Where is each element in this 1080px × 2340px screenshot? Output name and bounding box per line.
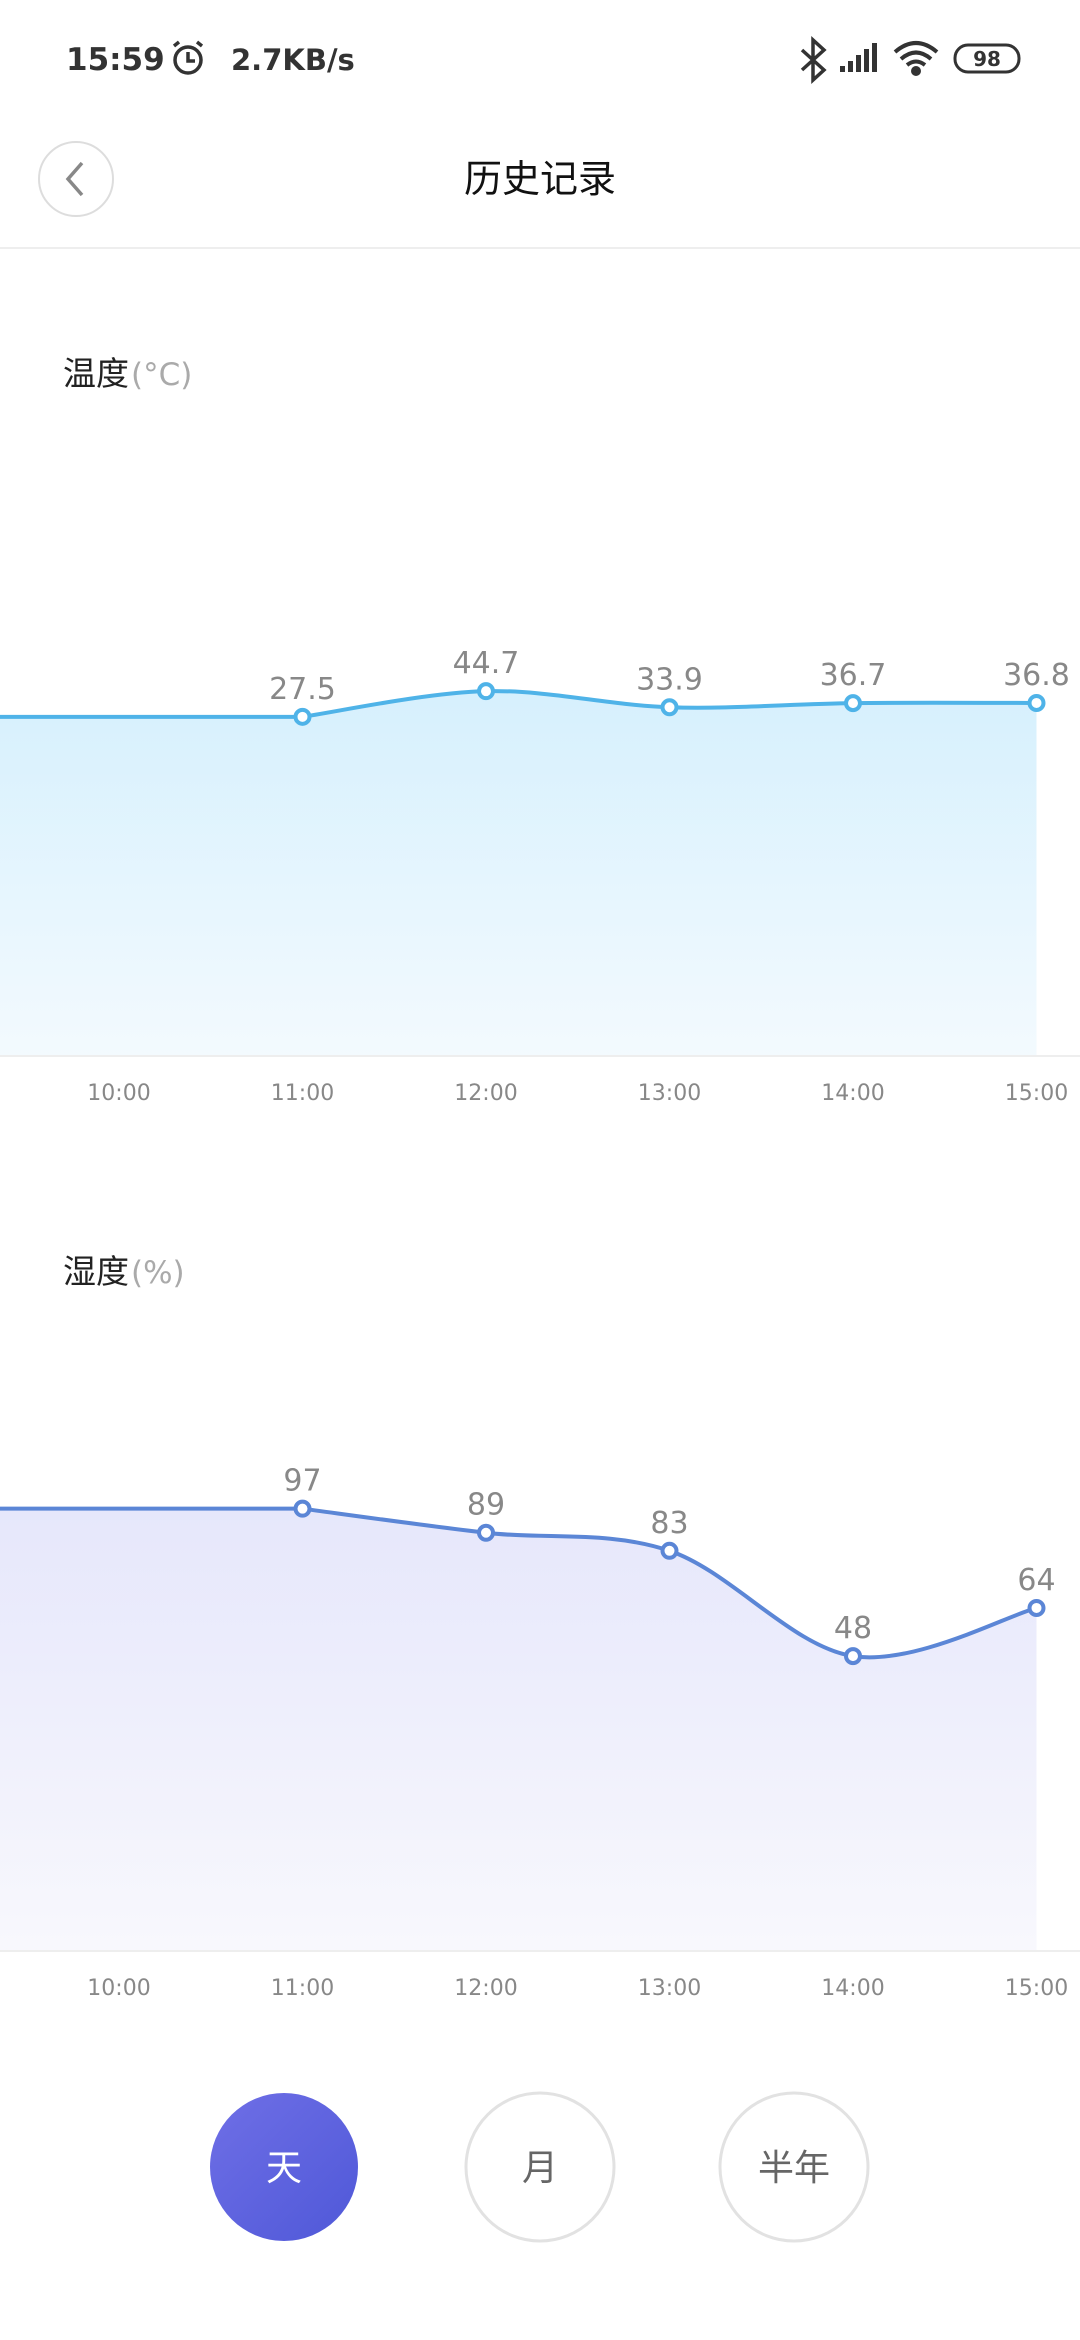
x-tick-label: 15:00 xyxy=(1005,1976,1068,2001)
point xyxy=(477,682,495,701)
charts: 温度 (°C) 27.5 44.7 33.9 36.7 36.8 10:00 11:00 12:0… xyxy=(0,354,1080,2001)
chart-unit: (°C) xyxy=(131,357,192,393)
x-tick-label: 13:00 xyxy=(638,1081,701,1106)
status-time: 15:59 xyxy=(66,42,165,78)
x-tick-label: 14:00 xyxy=(821,1081,884,1106)
range-buttons: 天 月 半年 xyxy=(210,2091,870,2243)
value-label: 83 xyxy=(650,1506,688,1541)
button-label: 天 xyxy=(266,2148,302,2189)
wifi-icon xyxy=(893,41,939,76)
value-label: 89 xyxy=(467,1488,505,1523)
point xyxy=(660,1541,679,1560)
chart-unit: (%) xyxy=(131,1255,185,1291)
area xyxy=(0,1508,1037,1951)
status-speed: 2.7KB/s xyxy=(231,43,355,77)
point xyxy=(1027,693,1046,712)
x-tick-label: 14:00 xyxy=(821,1976,884,2001)
range-button[interactable]: 月 xyxy=(464,2091,616,2243)
point xyxy=(660,698,679,717)
chart-title: 湿度 xyxy=(63,1252,129,1291)
point xyxy=(293,1499,312,1518)
value-label: 36.8 xyxy=(1003,658,1070,693)
value-label: 36.7 xyxy=(820,658,887,693)
point xyxy=(477,1523,495,1542)
chart: 温度 (°C) 27.5 44.7 33.9 36.7 36.8 10:00 11:00 12:0… xyxy=(0,354,1080,1106)
battery-level: 98 xyxy=(973,47,1001,71)
value-label: 44.7 xyxy=(453,646,520,681)
value-label: 33.9 xyxy=(636,662,703,697)
x-tick-label: 11:00 xyxy=(271,1976,334,2001)
value-label: 27.5 xyxy=(269,672,336,707)
point xyxy=(844,1647,862,1666)
battery-icon: 98 xyxy=(953,43,1021,74)
signal-icon xyxy=(840,43,877,72)
alarm-icon xyxy=(172,40,204,75)
value-label: 97 xyxy=(283,1464,321,1499)
button-circle xyxy=(464,2091,616,2243)
bluetooth-icon xyxy=(800,36,827,84)
x-tick-label: 15:00 xyxy=(1005,1081,1068,1106)
x-tick-label: 12:00 xyxy=(454,1081,517,1106)
back-button[interactable] xyxy=(38,141,114,217)
point xyxy=(293,707,312,726)
range-button[interactable]: 天 xyxy=(210,2093,358,2241)
area xyxy=(0,691,1037,1056)
point xyxy=(1027,1598,1046,1617)
chart-title: 温度 xyxy=(63,354,129,393)
page-title: 历史记录 xyxy=(464,157,616,201)
button-circle xyxy=(210,2093,358,2241)
value-label: 64 xyxy=(1017,1563,1055,1598)
x-tick-label: 10:00 xyxy=(87,1081,150,1106)
x-tick-label: 11:00 xyxy=(271,1081,334,1106)
x-tick-label: 10:00 xyxy=(87,1976,150,2001)
range-button[interactable]: 半年 xyxy=(718,2091,870,2243)
x-tick-label: 12:00 xyxy=(454,1976,517,2001)
value-label: 48 xyxy=(834,1611,872,1646)
button-circle xyxy=(718,2091,870,2243)
button-label: 半年 xyxy=(758,2148,830,2189)
button-label: 月 xyxy=(522,2148,558,2189)
point xyxy=(844,694,862,713)
x-tick-label: 13:00 xyxy=(638,1976,701,2001)
chart: 湿度 (%) 97 89 83 48 64 10:00 11:00 12:00 13:00 14:00… xyxy=(0,1252,1080,2001)
